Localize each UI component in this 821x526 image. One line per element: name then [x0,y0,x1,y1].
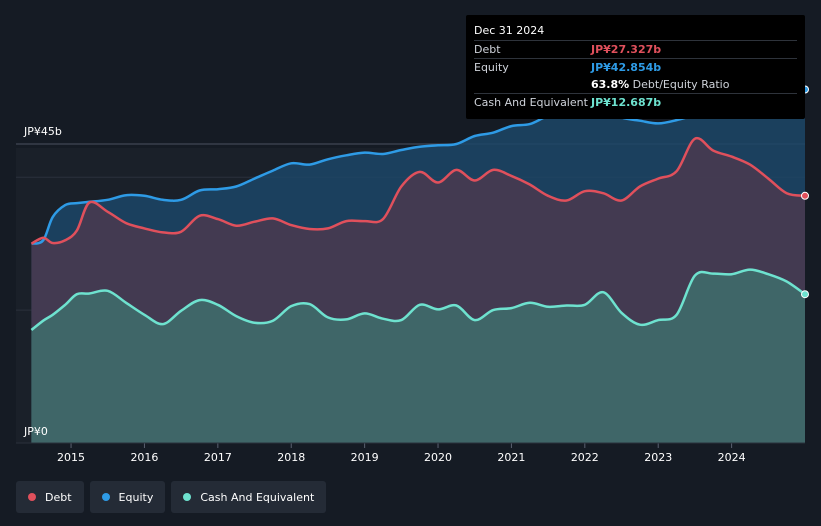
debt-line [30,136,806,245]
debt-dot-icon [28,493,36,501]
x-tick-label: 2019 [351,451,379,464]
equity-dot-icon [101,493,110,501]
y-tick-label-bottom: JP¥0 [23,425,48,438]
legend-item-equity[interactable]: Equity [89,481,166,513]
cash-end-marker [801,290,809,299]
tooltip-ratio-label: Debt/Equity Ratio [632,78,730,91]
tooltip-debt-value: JP¥27.327b [591,43,662,56]
y-tick-label-top: JP¥45b [23,125,62,138]
cash-area [31,269,805,443]
cash-line [30,268,806,331]
x-tick-label: 2022 [571,451,599,464]
series-lines [30,87,806,331]
x-tick-label: 2021 [497,451,525,464]
legend-debt-label: Debt [45,490,72,504]
tooltip-row-cash: Cash And Equivalent JP¥12.687b [474,93,797,111]
tooltip-date: Dec 31 2024 [474,24,545,37]
legend-item-debt[interactable]: Debt [16,481,84,513]
series-areas [31,88,805,443]
tooltip-cash-label: Cash And Equivalent [474,96,588,109]
tooltip-row-debt: Debt JP¥27.327b [474,40,797,58]
legend-cash-label: Cash And Equivalent [200,490,315,504]
tooltip-cash-value: JP¥12.687b [591,96,662,109]
tooltip-ratio-value: 63.8% [591,78,630,91]
cash-dot-icon [183,493,192,501]
x-tick-label: 2023 [644,451,672,464]
x-tick-label: 2018 [277,451,305,464]
tooltip-panel: Dec 31 2024 Debt JP¥27.327b Equity JP¥42… [466,15,805,119]
x-axis-ticks: 2015 2016 2017 2018 2019 2020 2021 2022 2023 2024 [16,442,805,464]
legend-equity-label: Equity [118,490,154,504]
tooltip-row-ratio: 63.8% Debt/Equity Ratio [474,76,797,93]
tooltip-debt-label: Debt [474,43,501,56]
tooltip-ratio: 63.8% Debt/Equity Ratio [591,78,729,91]
x-tick-label: 2016 [130,451,158,464]
equity-line [31,87,806,245]
debt-end-marker [801,191,809,200]
x-tick-label: 2017 [204,451,232,464]
x-tick-label: 2020 [424,451,452,464]
tooltip-row-equity: Equity JP¥42.854b [474,58,797,76]
x-tick-label: 2015 [57,451,85,464]
legend-item-cash[interactable]: Cash And Equivalent [171,481,327,513]
tooltip-equity-value: JP¥42.854b [591,61,662,74]
legend: Debt Equity Cash And Equivalent [16,481,327,513]
x-tick-label: 2024 [718,451,746,464]
tooltip-equity-label: Equity [474,61,509,74]
